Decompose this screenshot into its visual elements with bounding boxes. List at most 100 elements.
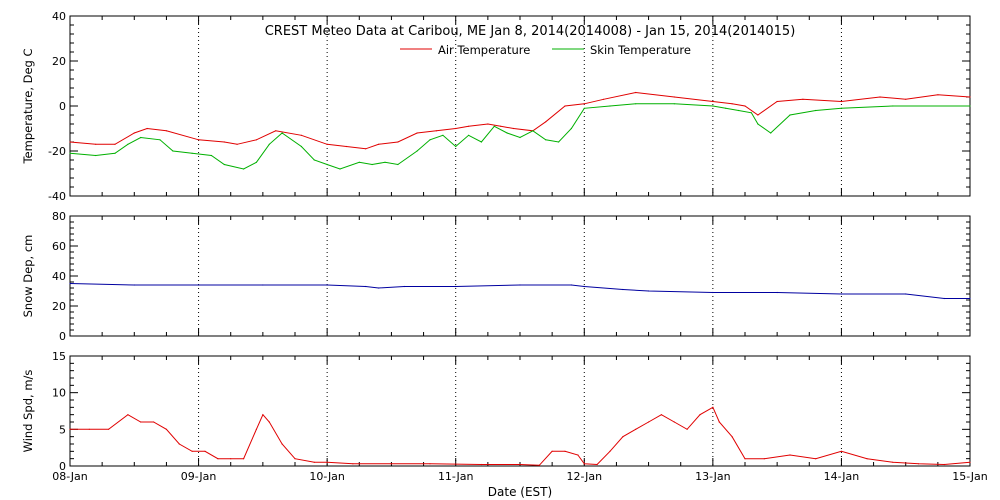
data-point	[313, 159, 315, 161]
data-point	[69, 152, 71, 154]
data-point	[699, 414, 701, 416]
data-point	[892, 461, 894, 463]
y-tick-label: 0	[59, 100, 66, 113]
data-point	[255, 428, 257, 430]
data-point	[153, 421, 155, 423]
data-point	[583, 463, 585, 465]
data-point	[365, 148, 367, 150]
data-point	[648, 290, 650, 292]
data-point	[731, 103, 733, 105]
data-point	[937, 94, 939, 96]
data-point	[558, 141, 560, 143]
data-point	[879, 96, 881, 98]
data-point	[815, 458, 817, 460]
chart-title: CREST Meteo Data at Caribou, ME Jan 8, 2…	[265, 24, 796, 39]
data-point	[725, 107, 727, 109]
data-point	[455, 285, 457, 288]
data-point	[622, 288, 624, 291]
temperature-series-line	[69, 103, 970, 170]
data-point	[480, 141, 482, 143]
data-point	[178, 443, 180, 445]
x-tick-label: 09-Jan	[181, 470, 217, 483]
data-point	[776, 100, 778, 103]
data-point	[905, 293, 907, 295]
data-point	[114, 152, 116, 154]
data-point	[840, 107, 843, 109]
temperature-panel: -40 -20 0 20 40 Temperature, Deg C	[21, 10, 971, 203]
data-point	[300, 145, 302, 148]
data-point	[165, 428, 167, 430]
data-point	[840, 293, 843, 295]
data-point	[140, 421, 142, 423]
data-point	[236, 143, 238, 145]
x-tick-label: 11-Jan	[438, 470, 474, 483]
data-point	[943, 463, 945, 466]
data-point	[744, 105, 746, 107]
data-point	[802, 98, 804, 100]
data-point	[88, 428, 90, 430]
data-point	[738, 109, 740, 112]
y-tick-label: 80	[52, 210, 66, 223]
data-point	[95, 143, 97, 145]
data-point	[635, 103, 637, 105]
data-point	[660, 414, 663, 416]
data-point	[969, 297, 971, 300]
y-axis-label: Snow Dep, cm	[21, 235, 35, 318]
data-point	[493, 125, 495, 127]
y-tick-label: 0	[59, 460, 66, 473]
y-tick-label: -20	[48, 145, 66, 158]
data-point	[146, 127, 148, 130]
data-point	[378, 143, 380, 145]
data-point	[609, 105, 611, 107]
data-point	[969, 461, 971, 463]
y-axis-label: Temperature, Deg C	[21, 48, 35, 164]
data-point	[686, 428, 688, 430]
data-point	[943, 297, 945, 300]
data-point	[262, 284, 264, 286]
data-point	[789, 454, 791, 456]
x-tick-label: 10-Jan	[309, 470, 345, 483]
data-point	[635, 428, 637, 430]
y-tick-label: 60	[52, 240, 66, 253]
data-point	[326, 163, 328, 166]
data-point	[519, 136, 521, 139]
data-point	[403, 285, 405, 288]
y-tick-label: 20	[52, 55, 66, 68]
data-point	[198, 284, 200, 286]
x-tick-label: 12-Jan	[567, 470, 603, 483]
data-point	[326, 461, 328, 463]
data-point	[673, 103, 675, 105]
legend: Air Temperature Skin Temperature	[400, 43, 691, 57]
data-point	[416, 132, 418, 134]
data-point	[757, 114, 759, 116]
data-point	[275, 130, 277, 132]
y-tick-label: 10	[52, 387, 66, 400]
data-point	[564, 105, 566, 107]
data-point	[583, 103, 585, 105]
data-point	[191, 152, 193, 154]
data-point	[776, 291, 778, 294]
data-point	[326, 143, 328, 145]
data-point	[905, 98, 907, 100]
data-point	[133, 284, 135, 286]
data-point	[712, 105, 714, 107]
data-point	[718, 421, 720, 423]
data-point	[352, 463, 354, 465]
data-point	[622, 436, 624, 438]
data-point	[892, 105, 894, 107]
data-point	[815, 109, 817, 112]
data-point	[570, 284, 573, 286]
data-point	[789, 114, 791, 116]
data-point	[712, 406, 714, 408]
data-point	[281, 443, 283, 445]
data-point	[570, 127, 573, 130]
snow-depth-panel: 0 20 40 60 80 Snow Dep, cm	[21, 210, 971, 343]
wind-speed-panel: 0 5 10 15 Wind Spd, m/s	[21, 350, 971, 473]
data-point	[127, 143, 129, 145]
x-axis-label: Date (EST)	[488, 485, 552, 499]
data-point	[583, 285, 585, 288]
data-point	[648, 421, 650, 423]
data-point	[840, 450, 843, 452]
data-point	[339, 168, 341, 170]
data-point	[69, 141, 71, 143]
